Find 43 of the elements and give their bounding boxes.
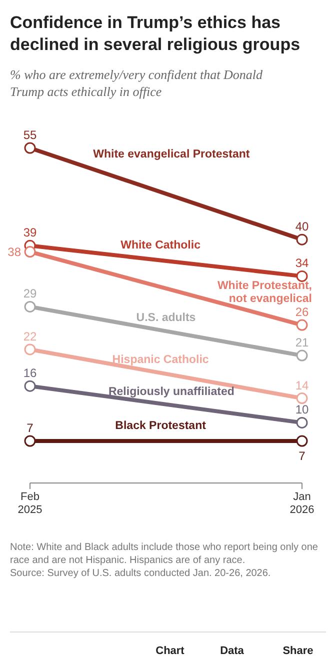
point bbox=[24, 246, 36, 258]
data-label: 26 bbox=[295, 305, 309, 320]
point bbox=[296, 270, 308, 282]
data-label: 40 bbox=[295, 220, 309, 234]
chart-subtitle: % who are extremely/very confident that Donald Trump acts ethically in office bbox=[10, 67, 263, 99]
text: Data bbox=[220, 645, 245, 657]
data-label: 10 bbox=[295, 402, 309, 417]
series-label: White Protestant, not evangelical bbox=[217, 280, 312, 306]
text: Share bbox=[282, 645, 314, 657]
series-label: White evangelical Protestant bbox=[93, 148, 250, 161]
x-tick-label: Jan 2026 bbox=[290, 491, 314, 516]
data-label: 38 bbox=[8, 244, 22, 259]
data-label: 22 bbox=[23, 329, 37, 344]
text: Note: White and Black adults include those who report being only one race and are not Hispanic. Hispanics are of any race. bbox=[10, 542, 318, 566]
point bbox=[24, 344, 36, 356]
data-label: 21 bbox=[295, 336, 309, 350]
data-label: 7 bbox=[298, 449, 306, 463]
x-tick-label: Feb 2025 bbox=[18, 491, 42, 516]
point bbox=[296, 350, 308, 362]
series-label: White Catholic bbox=[120, 239, 202, 252]
point bbox=[296, 416, 308, 428]
point bbox=[296, 234, 308, 246]
series-label: Black Protestant bbox=[115, 420, 206, 432]
data-label: 39 bbox=[23, 226, 37, 240]
point bbox=[24, 380, 36, 392]
series-label: Religiously unaffiliated bbox=[108, 386, 234, 398]
point bbox=[296, 392, 308, 404]
data-label: 14 bbox=[295, 378, 309, 392]
chart-title: Confidence in Trump’s ethics has declined in several religious groups bbox=[10, 13, 300, 54]
data-label: 55 bbox=[23, 128, 37, 142]
data-label: 34 bbox=[295, 256, 309, 270]
text: Chart bbox=[156, 645, 185, 657]
point bbox=[296, 319, 308, 331]
source-note: Source: Survey of U.S. adults conducted Jan. 20-26, 2026. bbox=[10, 568, 271, 579]
series-label: Hispanic Catholic bbox=[112, 354, 210, 366]
data-label: 7 bbox=[26, 421, 34, 435]
series-label: U.S. adults bbox=[136, 312, 196, 324]
data-label: 29 bbox=[23, 286, 37, 301]
point bbox=[24, 142, 36, 154]
point bbox=[24, 435, 36, 447]
point bbox=[24, 300, 36, 312]
data-label: 16 bbox=[23, 366, 37, 380]
point bbox=[296, 435, 308, 447]
